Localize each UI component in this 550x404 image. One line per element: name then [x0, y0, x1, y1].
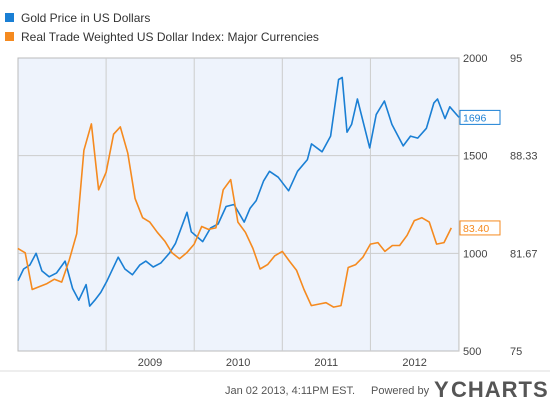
series-layer	[17, 76, 460, 308]
y-right-tick-label: 75	[510, 346, 522, 358]
y-right-tick-label: 88.33	[510, 151, 538, 163]
gold-price-line	[17, 76, 460, 307]
gold-last-value-box	[459, 109, 501, 125]
footer: Jan 02 2013, 4:11PM EST. Powered by Y CH…	[0, 370, 550, 402]
plot-area	[17, 57, 460, 352]
y-right-tick-label: 95	[510, 53, 522, 65]
gridlines	[18, 58, 460, 351]
y-left-tick-label: 2000	[463, 53, 487, 65]
y-left-tick-label: 1500	[463, 151, 487, 163]
last-value-callouts: 1696 83.40	[459, 109, 501, 236]
ycharts-logo-y-icon: Y	[434, 377, 449, 402]
footer-powered-by: Powered by	[371, 385, 430, 397]
tick-labels: 2009 2010 2011 2012 2000 1500 1000 500 95 88.33 81…	[138, 53, 538, 369]
dollar-index-last-value-label: 83.40	[463, 223, 489, 235]
x-tick-label: 2011	[314, 357, 338, 369]
dollar-index-line	[17, 123, 453, 308]
ycharts-logo-text: CHARTS	[451, 377, 549, 402]
gold-last-value-label: 1696	[463, 112, 487, 124]
y-left-tick-label: 1000	[463, 248, 487, 260]
legend-swatch-gold	[5, 13, 14, 22]
legend-label-gold: Gold Price in US Dollars	[21, 11, 150, 25]
legend: Gold Price in US Dollars Real Trade Weig…	[5, 11, 319, 44]
x-tick-label: 2009	[138, 357, 162, 369]
dollar-index-last-value-box	[459, 220, 501, 236]
y-left-tick-label: 500	[463, 346, 481, 358]
legend-label-dollar-index: Real Trade Weighted US Dollar Index: Maj…	[21, 30, 319, 44]
y-right-tick-label: 81.67	[510, 248, 538, 260]
x-tick-label: 2010	[226, 357, 250, 369]
footer-timestamp: Jan 02 2013, 4:11PM EST.	[225, 385, 355, 397]
legend-swatch-dollar-index	[5, 32, 14, 41]
ycharts-logo[interactable]: Y CHARTS	[434, 377, 549, 402]
x-tick-label: 2012	[402, 357, 426, 369]
